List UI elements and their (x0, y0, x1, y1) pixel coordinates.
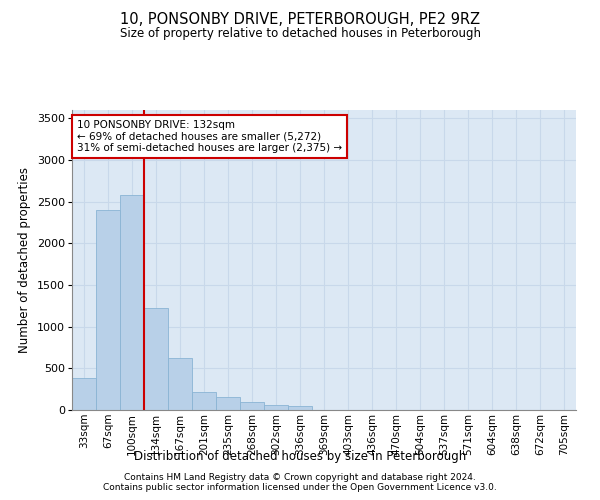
Text: 10, PONSONBY DRIVE, PETERBOROUGH, PE2 9RZ: 10, PONSONBY DRIVE, PETERBOROUGH, PE2 9R… (120, 12, 480, 28)
Text: Distribution of detached houses by size in Peterborough: Distribution of detached houses by size … (134, 450, 466, 463)
Y-axis label: Number of detached properties: Number of detached properties (19, 167, 31, 353)
Bar (96, 210, 120, 410)
Bar (216, 396, 240, 410)
Bar (144, 308, 168, 410)
Bar (288, 406, 312, 410)
Text: 10 PONSONBY DRIVE: 132sqm
← 69% of detached houses are smaller (5,272)
31% of se: 10 PONSONBY DRIVE: 132sqm ← 69% of detac… (77, 120, 342, 153)
Bar (264, 405, 288, 410)
Bar (120, 195, 144, 410)
Text: Contains public sector information licensed under the Open Government Licence v3: Contains public sector information licen… (103, 484, 497, 492)
Text: Size of property relative to detached houses in Peterborough: Size of property relative to detached ho… (119, 28, 481, 40)
Bar (192, 392, 216, 410)
Text: Contains HM Land Registry data © Crown copyright and database right 2024.: Contains HM Land Registry data © Crown c… (124, 474, 476, 482)
Bar (168, 358, 192, 410)
Bar (72, 378, 96, 410)
Bar (240, 402, 264, 410)
